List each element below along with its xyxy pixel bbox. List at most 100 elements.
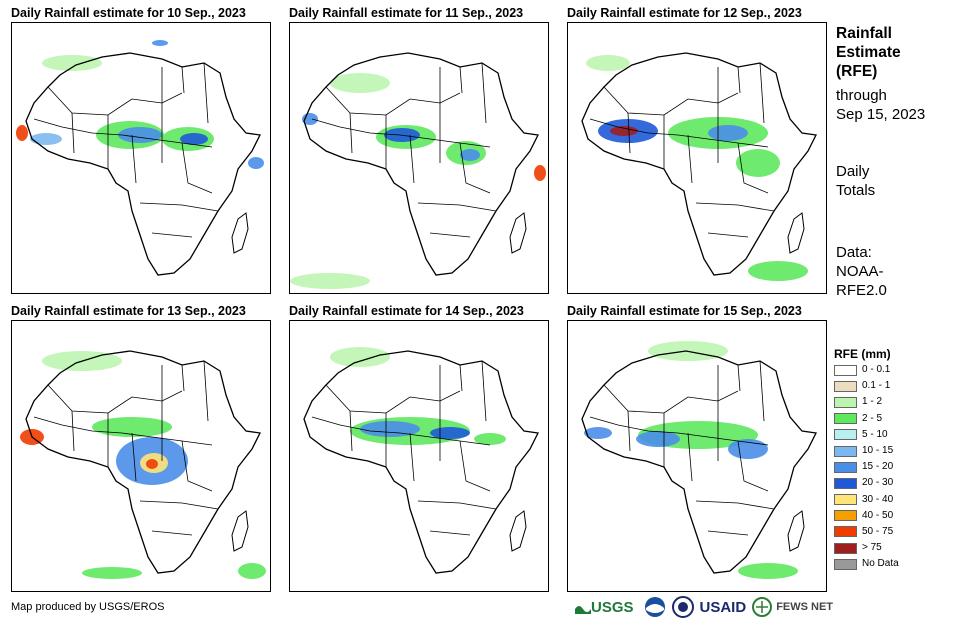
fews-net-logo: FEWS NET: [776, 601, 834, 613]
sidebar-data-line: RFE2.0: [836, 282, 887, 299]
rainfall-area: [360, 421, 420, 437]
rainfall-area: [430, 427, 470, 439]
sidebar-title: Rainfall Estimate (RFE): [836, 24, 901, 81]
rainfall-area: [152, 40, 168, 46]
map-frame: [289, 320, 549, 592]
rainfall-area: [534, 165, 546, 181]
legend-swatch: [834, 461, 857, 473]
sidebar-daily-line: Daily: [836, 163, 870, 180]
legend-item: 2 - 5: [834, 411, 924, 427]
legend-item: 0.1 - 1: [834, 378, 924, 394]
legend-item: No Data: [834, 556, 924, 572]
sidebar-data-line: NOAA-: [836, 263, 884, 280]
country-border: [203, 360, 209, 422]
country-border: [459, 440, 491, 492]
country-border: [459, 66, 463, 94]
nasa-style-icon: [671, 596, 694, 618]
country-border: [603, 86, 739, 116]
legend-swatch: [834, 429, 857, 441]
legend-label: 0.1 - 1: [862, 380, 891, 392]
country-border: [409, 432, 415, 482]
panel-title: Daily Rainfall estimate for 10 Sep., 202…: [11, 6, 246, 20]
legend-swatch: [834, 396, 857, 408]
country-border: [181, 66, 185, 94]
legend-label: 20 - 30: [862, 477, 894, 489]
map-credit: Map produced by USGS/EROS: [11, 601, 165, 613]
usaid-logo: USAID: [699, 598, 747, 616]
map-frame: [567, 22, 827, 294]
country-border: [737, 440, 769, 492]
rainfall-area: [610, 126, 638, 136]
country-border: [181, 142, 213, 194]
country-border: [409, 134, 415, 184]
rainfall-area: [82, 567, 142, 579]
legend-swatch: [834, 413, 857, 425]
map-frame: [289, 22, 549, 294]
continent-fill: [582, 351, 816, 573]
sidebar-title-line: (RFE): [836, 63, 878, 80]
legend-swatch: [834, 477, 857, 489]
country-border: [627, 410, 631, 452]
map-frame: [567, 320, 827, 592]
legend-label: 0 - 0.1: [862, 364, 891, 376]
coastline: [581, 52, 817, 276]
country-border: [47, 384, 183, 414]
panel-title: Daily Rainfall estimate for 15 Sep., 202…: [567, 304, 802, 318]
rainfall-area: [330, 73, 390, 93]
country-border: [737, 364, 741, 392]
legend-label: 15 - 20: [862, 461, 894, 473]
rainfall-map: [290, 52, 546, 289]
country-border: [459, 142, 491, 194]
rainfall-area: [584, 427, 612, 439]
legend-item: 1 - 2: [834, 394, 924, 410]
rainfall-map: [16, 40, 264, 276]
country-border: [737, 142, 769, 194]
legend-label: 2 - 5: [862, 412, 883, 424]
continent-fill: [304, 351, 538, 573]
sidebar-through-label: through: [836, 87, 887, 104]
rainfall-area: [708, 125, 748, 141]
continent-fill: [304, 53, 538, 275]
legend-swatch: [834, 380, 857, 392]
legend-swatch: [834, 542, 857, 554]
partner-logos: USGS USAID FEWS NET: [575, 595, 833, 619]
madagascar: [509, 212, 527, 254]
legend-item: 50 - 75: [834, 524, 924, 540]
rainfall-area: [16, 125, 28, 141]
fews-globe-icon: [752, 597, 773, 617]
panel-title: Daily Rainfall estimate for 12 Sep., 202…: [567, 6, 802, 20]
rainfall-area: [238, 563, 266, 579]
legend-item: > 75: [834, 540, 924, 556]
panel-title: Daily Rainfall estimate for 11 Sep., 202…: [289, 6, 524, 20]
country-border: [71, 112, 75, 154]
coastline: [303, 350, 539, 574]
rainfall-area: [330, 347, 390, 367]
legend-item: 10 - 15: [834, 443, 924, 459]
rainfall-area: [738, 563, 798, 579]
rainfall-panel-sep14: Daily Rainfall estimate for 14 Sep., 202…: [289, 303, 551, 592]
rainfall-panel-sep12: Daily Rainfall estimate for 12 Sep., 202…: [567, 5, 829, 294]
coastline: [581, 350, 817, 574]
sidebar-date: Sep 15, 2023: [836, 106, 926, 123]
sidebar-daily-line: Totals: [836, 182, 876, 199]
legend-swatch: [834, 445, 857, 457]
rainfall-map: [581, 52, 817, 281]
country-border: [349, 410, 353, 452]
madagascar: [231, 510, 249, 552]
legend-swatch: [834, 494, 857, 506]
rainfall-area: [460, 149, 480, 161]
sidebar-title-line: Estimate: [836, 44, 901, 61]
country-border: [707, 530, 749, 536]
rainfall-area: [290, 273, 370, 289]
coastline: [25, 52, 261, 276]
rainfall-area: [736, 149, 780, 177]
madagascar: [787, 212, 805, 254]
rainfall-area: [146, 459, 158, 469]
legend-swatch: [834, 364, 857, 376]
legend-label: No Data: [862, 558, 899, 570]
sidebar-data-line: Data:: [836, 244, 872, 261]
usgs-wave-icon: [575, 606, 591, 614]
legend-label: > 75: [862, 542, 882, 554]
country-border: [603, 384, 739, 414]
continent-fill: [582, 53, 816, 275]
